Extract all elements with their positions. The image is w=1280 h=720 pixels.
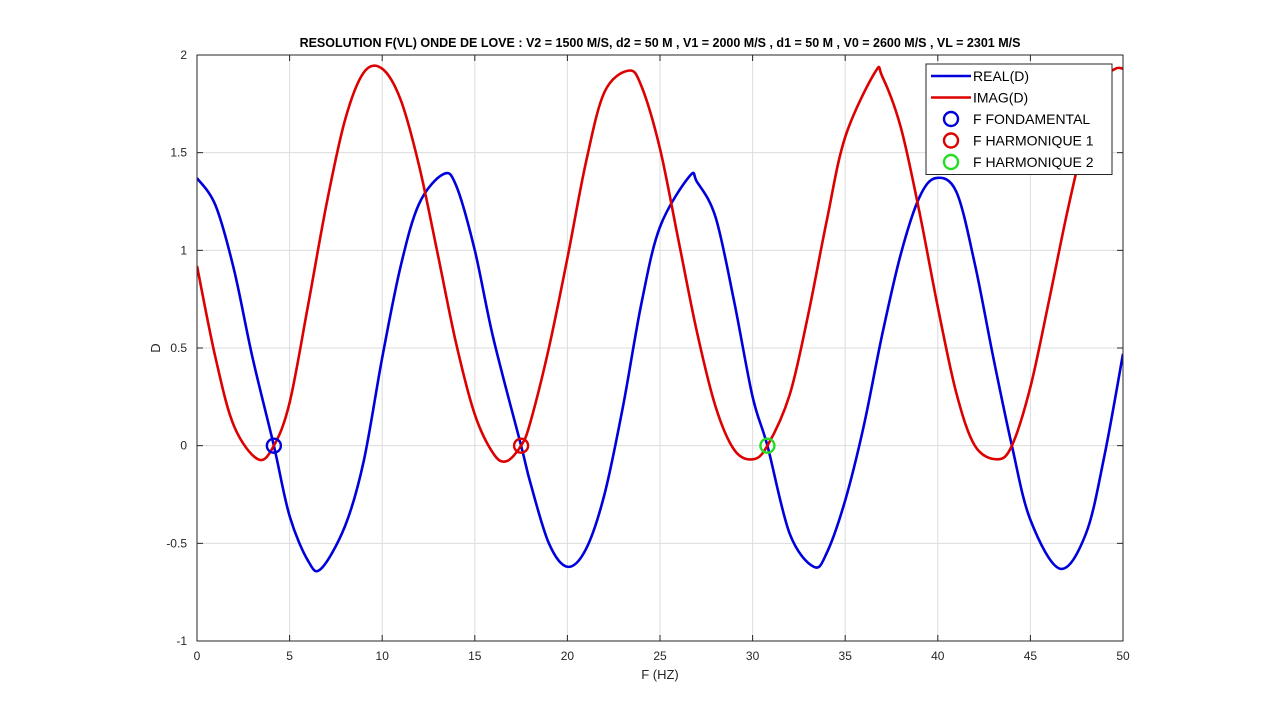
x-tick-label: 10: [376, 649, 390, 663]
y-tick-label: 0: [180, 439, 187, 453]
x-axis-label: F (HZ): [641, 667, 679, 682]
legend: REAL(D) IMAG(D) F FONDAMENTAL F HARMONIQUE …: [925, 63, 1113, 175]
legend-label: REAL(D): [973, 68, 1029, 84]
y-axis-label: D: [148, 343, 163, 352]
chart-title: RESOLUTION F(VL) ONDE DE LOVE : V2 = 150…: [300, 36, 1021, 50]
x-tick-label: 20: [561, 649, 575, 663]
x-tick-label: 30: [746, 649, 760, 663]
legend-swatch-marker: [942, 110, 960, 128]
legend-swatch-marker: [942, 132, 960, 149]
legend-label: F HARMONIQUE 2: [973, 154, 1094, 170]
y-tick-label: 1.5: [170, 146, 187, 160]
ticks: 0 5 10 15 20 25 30 35 40 45 50 -1 -0.5 0 0.5 1 1.5 2: [166, 48, 1130, 663]
axes-box: [196, 54, 1124, 642]
x-tick-label: 50: [1116, 649, 1130, 663]
legend-label: F FONDAMENTAL: [973, 111, 1090, 127]
legend-label: F HARMONIQUE 1: [973, 133, 1094, 149]
y-tick-label: 2: [180, 48, 187, 62]
y-tick-label: -0.5: [166, 536, 187, 550]
marker-point-3: [759, 437, 776, 454]
x-tick-label: 15: [468, 649, 482, 663]
series-line-2: [197, 64, 1123, 464]
y-tick-label: 1: [180, 243, 187, 257]
x-tick-label: 45: [1024, 649, 1038, 663]
legend-swatch-marker: [942, 153, 960, 171]
y-tick-label: 0.5: [170, 341, 187, 355]
x-tick-label: 35: [839, 649, 853, 663]
x-tick-label: 0: [194, 649, 201, 663]
series-line-1: [197, 171, 1123, 573]
marker-point-1: [265, 437, 283, 454]
x-tick-label: 5: [286, 649, 293, 663]
marker-point-2: [512, 437, 530, 454]
legend-label: IMAG(D): [973, 90, 1028, 106]
series-layer: [197, 64, 1123, 573]
x-tick-label: 40: [931, 649, 945, 663]
y-tick-label: -1: [176, 634, 187, 648]
x-tick-label: 25: [653, 649, 667, 663]
